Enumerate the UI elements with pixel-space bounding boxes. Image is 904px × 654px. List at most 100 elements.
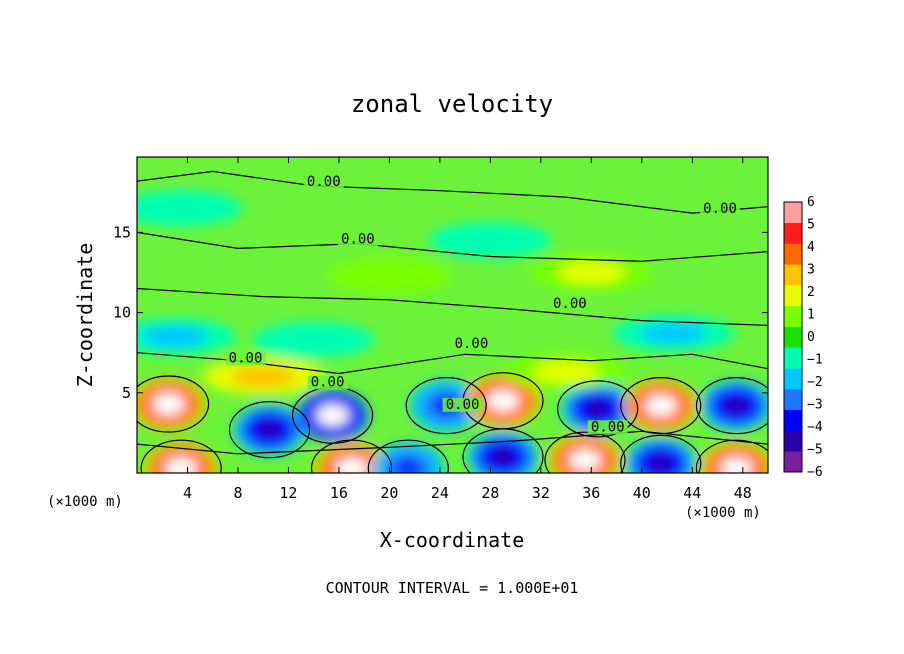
colorbar-frame (783, 201, 803, 473)
colorbar-segment (784, 451, 802, 473)
colorbar-tick-label: 3 (807, 263, 815, 278)
x-tick-label: 20 (380, 484, 398, 502)
colorbar-segment (784, 305, 802, 327)
contour-label-bg (307, 375, 348, 390)
velocity-anomaly (624, 379, 697, 432)
zero-contour (620, 434, 702, 473)
x-unit-left: (×1000 m) (47, 494, 123, 510)
velocity-anomaly (315, 442, 388, 473)
colorbar-segment (784, 243, 802, 265)
contour-label: 0.00 (455, 336, 489, 352)
x-tick-label: 28 (481, 484, 499, 502)
colorbar-segment (784, 222, 802, 244)
velocity-anomaly (429, 222, 552, 259)
velocity-anomaly (530, 254, 653, 291)
contour-label: 0.00 (341, 232, 375, 248)
velocity-anomaly (296, 389, 369, 442)
zero-contour (228, 401, 311, 459)
zero-contour (137, 231, 768, 262)
velocity-anomaly (700, 442, 768, 473)
x-tick-label: 36 (582, 484, 600, 502)
contour-interval-note: CONTOUR INTERVAL = 1.000E+01 (326, 579, 579, 597)
contour-label-bg (700, 202, 741, 217)
velocity-anomaly (561, 382, 634, 435)
colorbar-segment (784, 409, 802, 431)
x-tick-label: 32 (532, 484, 550, 502)
x-axis-title: X-coordinate (380, 528, 525, 552)
contour-label: 0.00 (703, 201, 737, 217)
velocity-anomaly (137, 378, 205, 431)
velocity-anomaly (549, 434, 621, 473)
contour-label-bg (587, 420, 628, 435)
x-tick-label: 48 (734, 484, 752, 502)
plot-area (137, 157, 768, 473)
zero-contour (137, 375, 210, 433)
x-tick-label: 4 (183, 484, 192, 502)
velocity-anomaly (700, 379, 768, 432)
velocity-anomaly (137, 190, 243, 227)
zero-contour (405, 377, 487, 435)
zero-contour (140, 439, 222, 473)
colorbar-tick-label: −4 (807, 420, 823, 435)
y-tick-label: 10 (113, 304, 131, 322)
y-tick-label: 5 (122, 384, 131, 402)
contour-label: 0.00 (307, 174, 341, 190)
colorbar-tick-label: −5 (807, 443, 823, 458)
colorbar-tick-label: −3 (807, 398, 823, 413)
colorbar-tick-label: 5 (807, 218, 815, 233)
colorbar-segment (784, 347, 802, 369)
velocity-anomaly (612, 315, 735, 352)
colorbar-tick-label: 2 (807, 285, 815, 300)
contour-label: 0.00 (446, 397, 480, 413)
contour-label-bg (451, 336, 492, 351)
colorbar-tick-label: 6 (807, 195, 815, 210)
contour-label-bg (337, 232, 378, 247)
colorbar-segment (784, 368, 802, 390)
colorbar-segment (784, 285, 802, 307)
zero-contour (137, 170, 768, 214)
x-tick-label: 24 (431, 484, 449, 502)
colorbar-tick-label: −6 (807, 465, 823, 480)
zero-contour (462, 428, 544, 473)
contour-label: 0.00 (553, 296, 587, 312)
contour-label: 0.00 (229, 350, 263, 366)
contour-label-bg (442, 397, 483, 412)
velocity-anomaly (372, 442, 445, 473)
x-tick-label: 16 (330, 484, 348, 502)
velocity-anomaly (252, 321, 375, 358)
zero-contour (695, 439, 768, 473)
contour-label: 0.00 (311, 374, 345, 390)
colorbar-segment (784, 430, 802, 452)
contour-label-bg (549, 296, 590, 311)
velocity-anomaly (328, 257, 451, 294)
velocity-anomaly (137, 318, 236, 355)
x-tick-label: 40 (633, 484, 651, 502)
plot-frame (136, 156, 769, 474)
contour-label-bg (303, 174, 344, 189)
zero-contour (695, 377, 768, 435)
velocity-anomaly (233, 403, 306, 456)
chart-title: zonal velocity (351, 90, 553, 118)
contour-label: 0.00 (591, 419, 625, 435)
x-tick-label: 8 (233, 484, 242, 502)
zero-contour (544, 431, 626, 473)
contour-label-bg (225, 351, 266, 366)
velocity-anomaly (624, 437, 697, 473)
colorbar-segment (784, 202, 802, 224)
velocity-anomaly (145, 442, 218, 473)
zero-contour (557, 380, 639, 438)
velocity-anomaly (466, 430, 539, 473)
zero-contour (367, 439, 449, 473)
colorbar-tick-label: −1 (807, 353, 823, 368)
colorbar-segment (784, 388, 802, 410)
y-axis-title: Z-coordinate (73, 243, 97, 388)
colorbar-tick-label: 1 (807, 308, 815, 323)
colorbar-tick-label: 4 (807, 240, 815, 255)
colorbar-tick-label: 0 (807, 330, 815, 345)
colorbar-tick-label: −2 (807, 375, 823, 390)
x-unit-right: (×1000 m) (685, 505, 761, 521)
x-tick-label: 44 (683, 484, 701, 502)
zero-contour (137, 287, 768, 326)
x-tick-label: 12 (279, 484, 297, 502)
